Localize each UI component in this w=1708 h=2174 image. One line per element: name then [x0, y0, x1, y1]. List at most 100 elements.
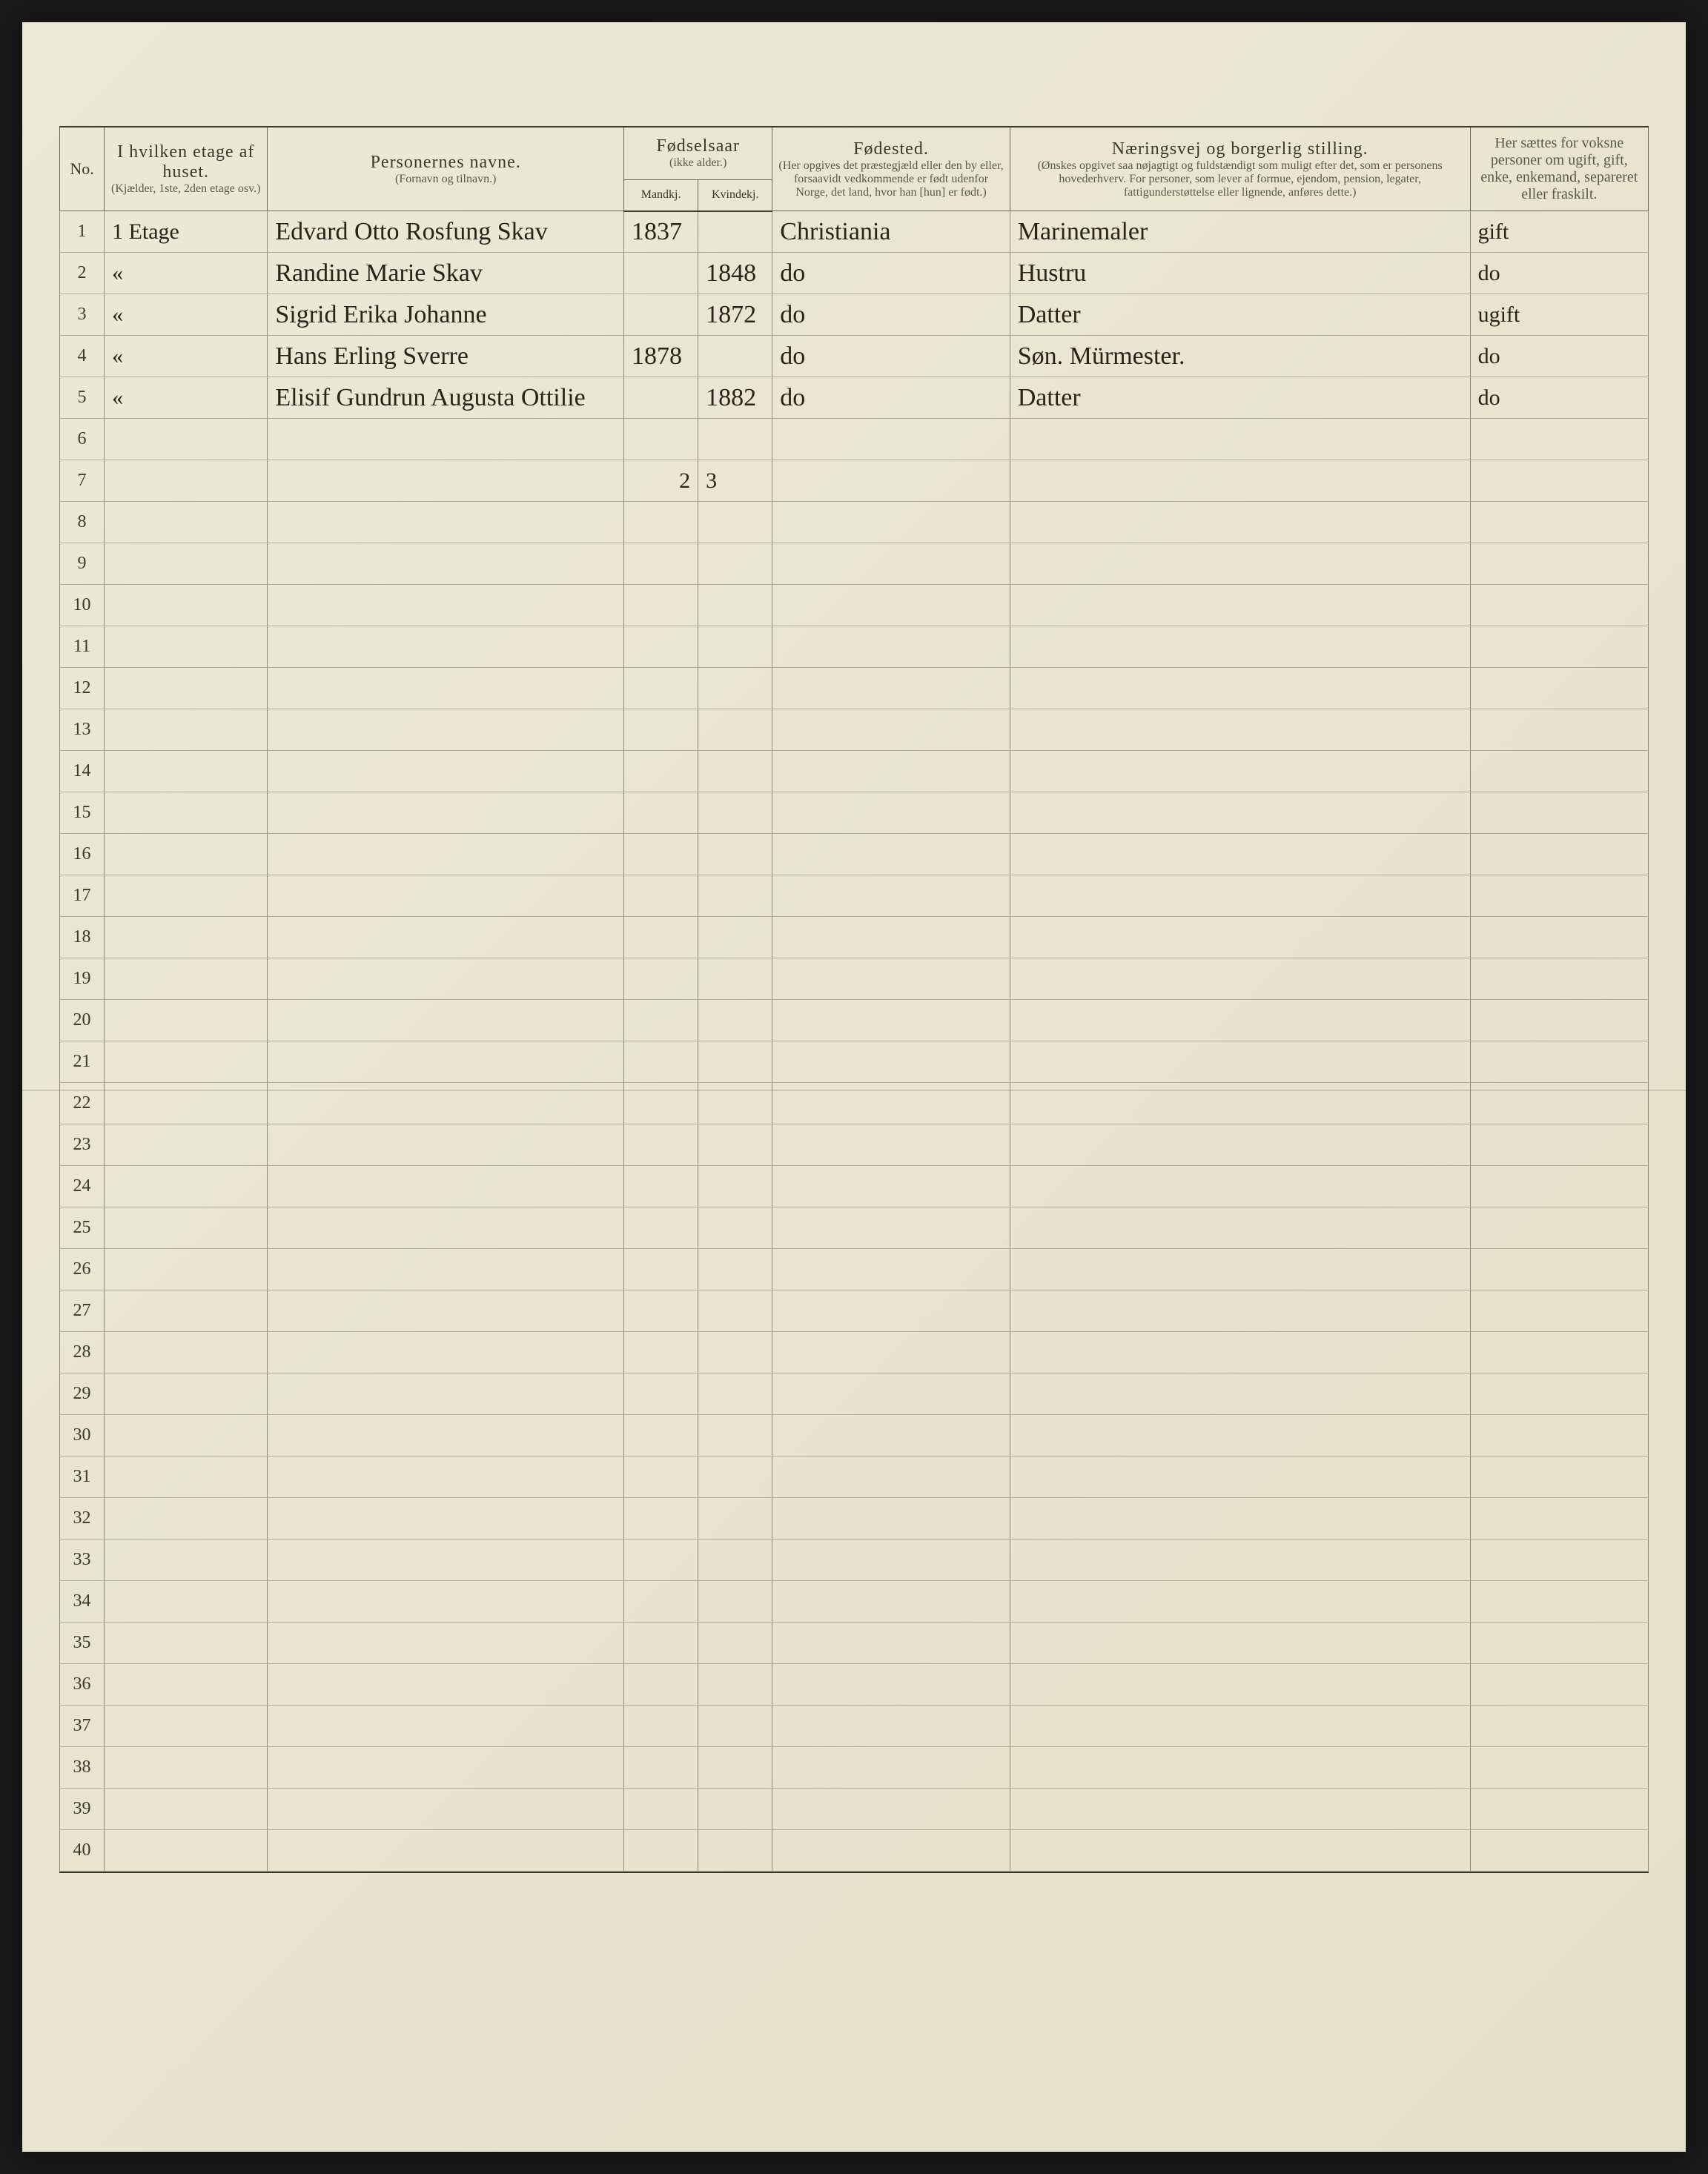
cell-etage [105, 585, 268, 626]
cell-etage [105, 1332, 268, 1373]
cell-k [698, 1290, 772, 1332]
cell-status: ugift [1470, 294, 1648, 336]
cell-fodested [772, 834, 1010, 875]
cell-k: 1882 [698, 377, 772, 419]
cell-status [1470, 543, 1648, 585]
cell-naering [1010, 1706, 1470, 1747]
cell-fodested: Christiania [772, 211, 1010, 253]
table-row: 723 [60, 460, 1649, 502]
cell-status [1470, 1830, 1648, 1872]
cell-navn [268, 709, 624, 751]
cell-navn [268, 958, 624, 1000]
cell-status [1470, 709, 1648, 751]
handwritten-value: do [780, 384, 805, 411]
cell-naering [1010, 1415, 1470, 1456]
cell-k: 1872 [698, 294, 772, 336]
cell-etage [105, 1706, 268, 1747]
cell-etage: « [105, 377, 268, 419]
cell-fodested [772, 917, 1010, 958]
cell-m [624, 1207, 698, 1249]
table-row: 29 [60, 1373, 1649, 1415]
table-row: 5«Elisif Gundrun Augusta Ottilie1882doDa… [60, 377, 1649, 419]
cell-etage: « [105, 336, 268, 377]
cell-navn [268, 1207, 624, 1249]
cell-navn [268, 1747, 624, 1789]
cell-navn [268, 1290, 624, 1332]
handwritten-value: « [112, 344, 123, 368]
cell-status [1470, 585, 1648, 626]
cell-naering [1010, 709, 1470, 751]
handwritten-value: do [780, 259, 805, 287]
cell-status [1470, 958, 1648, 1000]
row-number: 12 [60, 668, 105, 709]
col-no-title: No. [70, 159, 93, 178]
cell-k [698, 502, 772, 543]
table-row: 10 [60, 585, 1649, 626]
cell-navn [268, 1000, 624, 1041]
cell-navn [268, 1789, 624, 1830]
cell-fodested [772, 1166, 1010, 1207]
col-navn-sub: (Fornavn og tilnavn.) [272, 173, 619, 186]
cell-navn [268, 1498, 624, 1540]
table-row: 32 [60, 1498, 1649, 1540]
row-number: 34 [60, 1581, 105, 1623]
cell-k [698, 1332, 772, 1373]
cell-status [1470, 626, 1648, 668]
cell-etage [105, 1124, 268, 1166]
cell-m [624, 958, 698, 1000]
table-row: 23 [60, 1124, 1649, 1166]
cell-status [1470, 1124, 1648, 1166]
cell-fodested [772, 585, 1010, 626]
cell-status [1470, 834, 1648, 875]
cell-navn [268, 1623, 624, 1664]
handwritten-value: Datter [1018, 384, 1081, 411]
cell-m [624, 751, 698, 792]
col-etage-sub: (Kjælder, 1ste, 2den etage osv.) [109, 182, 262, 196]
cell-k [698, 1456, 772, 1498]
cell-naering [1010, 1373, 1470, 1415]
cell-m [624, 668, 698, 709]
cell-m [624, 1041, 698, 1083]
cell-m [624, 1166, 698, 1207]
row-number: 36 [60, 1664, 105, 1706]
cell-k [698, 1249, 772, 1290]
cell-naering [1010, 1664, 1470, 1706]
col-fodselsaar-sub: (ikke alder.) [629, 156, 767, 170]
cell-k [698, 751, 772, 792]
cell-fodested: do [772, 336, 1010, 377]
col-fodested-title: Fødested. [777, 139, 1004, 159]
cell-naering [1010, 1830, 1470, 1872]
row-number: 30 [60, 1415, 105, 1456]
cell-k [698, 875, 772, 917]
row-number: 25 [60, 1207, 105, 1249]
cell-k [698, 419, 772, 460]
cell-m [624, 626, 698, 668]
cell-naering [1010, 1332, 1470, 1373]
cell-etage [105, 709, 268, 751]
total-female: 3 [706, 468, 717, 493]
table-row: 30 [60, 1415, 1649, 1456]
cell-naering [1010, 1249, 1470, 1290]
handwritten-value: « [112, 302, 123, 327]
cell-k: 3 [698, 460, 772, 502]
cell-etage [105, 1041, 268, 1083]
cell-navn [268, 419, 624, 460]
cell-k [698, 958, 772, 1000]
cell-etage [105, 419, 268, 460]
table-header: No. I hvilken etage af huset. (Kjælder, … [60, 127, 1649, 211]
col-mandkj-header: Mandkj. [624, 179, 698, 211]
cell-etage [105, 1747, 268, 1789]
cell-status [1470, 419, 1648, 460]
cell-fodested [772, 1706, 1010, 1747]
table-row: 8 [60, 502, 1649, 543]
document-page: No. I hvilken etage af huset. (Kjælder, … [22, 22, 1686, 2152]
cell-fodested [772, 1623, 1010, 1664]
cell-navn [268, 1581, 624, 1623]
cell-etage [105, 1249, 268, 1290]
cell-naering [1010, 668, 1470, 709]
cell-navn [268, 1664, 624, 1706]
cell-etage [105, 668, 268, 709]
cell-naering [1010, 1456, 1470, 1498]
cell-navn [268, 585, 624, 626]
cell-navn: Sigrid Erika Johanne [268, 294, 624, 336]
